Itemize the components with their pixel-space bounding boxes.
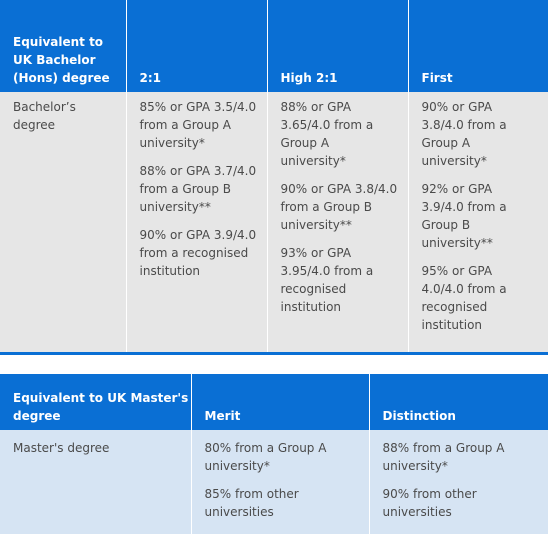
master-header-equivalent: Equivalent to UK Master's degree <box>0 373 191 430</box>
requirement-text: 92% or GPA 3.9/4.0 from a Group B univer… <box>421 182 507 250</box>
requirement-text: 80% from a Group A university* <box>204 441 327 473</box>
bachelor-header-equivalent: Equivalent to UK Bachelor (Hons) degree <box>0 0 126 92</box>
bachelor-cell-first: 90% or GPA 3.8/4.0 from a Group A univer… <box>407 92 548 355</box>
requirement-text: 90% from other universities <box>382 487 477 519</box>
requirement-text: 88% or GPA 3.7/4.0 from a Group B univer… <box>139 164 257 214</box>
master-cell-merit: 80% from a Group A university* 85% from … <box>190 430 369 534</box>
requirement-text: 90% or GPA 3.8/4.0 from a Group B univer… <box>280 182 398 232</box>
master-cell-distinction: 88% from a Group A university* 90% from … <box>368 430 548 534</box>
bachelor-cell-2-1: 85% or GPA 3.5/4.0 from a Group A univer… <box>125 92 267 355</box>
table-row: Bachelor’s degree 85% or GPA 3.5/4.0 fro… <box>0 92 548 355</box>
bachelor-header-high-2-1: High 2:1 <box>266 0 408 92</box>
master-header-merit: Merit <box>190 373 369 430</box>
requirement-text: 85% or GPA 3.5/4.0 from a Group A univer… <box>139 100 257 150</box>
bachelor-header-row: Equivalent to UK Bachelor (Hons) degree … <box>0 0 548 92</box>
table-row: Master's degree 80% from a Group A unive… <box>0 430 548 534</box>
bachelor-header-first: First <box>407 0 548 92</box>
bachelor-cell-high-2-1: 88% or GPA 3.65/4.0 from a Group A unive… <box>266 92 408 355</box>
requirement-text: 88% from a Group A university* <box>382 441 505 473</box>
requirement-text: 88% or GPA 3.65/4.0 from a Group A unive… <box>280 100 374 168</box>
bachelor-header-2-1: 2:1 <box>125 0 267 92</box>
master-equivalence-table: Equivalent to UK Master's degree Merit D… <box>0 373 548 534</box>
requirement-text: 85% from other universities <box>204 487 299 519</box>
master-header-row: Equivalent to UK Master's degree Merit D… <box>0 373 548 430</box>
requirement-text: 90% or GPA 3.9/4.0 from a recognised ins… <box>139 228 257 278</box>
requirement-text: 90% or GPA 3.8/4.0 from a Group A univer… <box>421 100 507 168</box>
master-header-distinction: Distinction <box>368 373 548 430</box>
master-row-label: Master's degree <box>0 430 191 534</box>
bachelor-equivalence-table: Equivalent to UK Bachelor (Hons) degree … <box>0 0 548 355</box>
requirement-text: 95% or GPA 4.0/4.0 from a recognised ins… <box>421 264 507 332</box>
bachelor-row-label: Bachelor’s degree <box>0 92 126 355</box>
requirement-text: 93% or GPA 3.95/4.0 from a recognised in… <box>280 246 374 314</box>
